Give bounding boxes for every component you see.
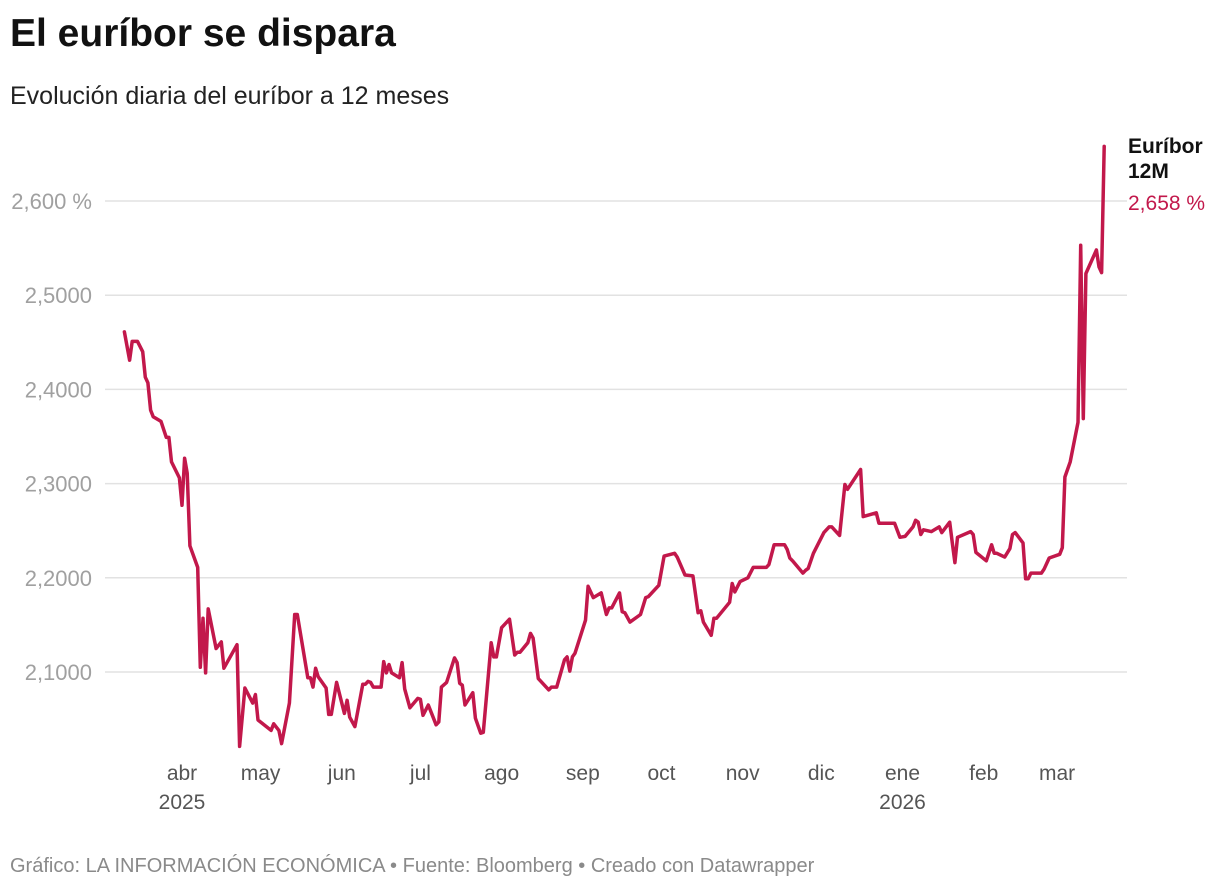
y-tick-label: 2,4000 bbox=[25, 377, 92, 402]
x-tick-label: nov bbox=[726, 762, 760, 785]
y-tick-label: 2,1000 bbox=[25, 660, 92, 685]
x-tick-label: abr bbox=[167, 762, 197, 785]
series-label-line2: 12M bbox=[1128, 160, 1169, 183]
y-axis-labels: 2,600 % 2,5000 2,4000 2,3000 2,2000 2,1000 bbox=[11, 189, 92, 685]
series-line-euribor-12m bbox=[122, 144, 1106, 749]
chart-subtitle: Evolución diaria del euríbor a 12 meses bbox=[10, 82, 450, 110]
y-tick-label: 2,2000 bbox=[25, 566, 92, 591]
series-label-line1: Euríbor bbox=[1128, 135, 1203, 158]
footer-credits: Gráfico: LA INFORMACIÓN ECONÓMICA • Fuen… bbox=[10, 855, 815, 877]
end-value-label: 2,658 % bbox=[1128, 192, 1205, 215]
x-tick-label: sep bbox=[566, 762, 600, 785]
x-tick-label: jul bbox=[409, 762, 431, 785]
y-tick-label: 2,3000 bbox=[25, 472, 92, 497]
y-tick-label: 2,600 % bbox=[11, 189, 92, 214]
x-tick-label: ene bbox=[885, 762, 920, 785]
chart-title: El euríbor se dispara bbox=[10, 12, 396, 55]
x-tick-label: feb bbox=[969, 762, 998, 785]
series-label: Euríbor 12M bbox=[1128, 135, 1209, 183]
x-tick-year: 2026 bbox=[879, 791, 926, 814]
x-tick-label: mar bbox=[1039, 762, 1075, 785]
x-tick-year: 2025 bbox=[159, 791, 206, 814]
y-tick-label: 2,5000 bbox=[25, 283, 92, 308]
x-tick-label: jun bbox=[327, 762, 356, 785]
x-tick-label: oct bbox=[647, 762, 675, 785]
x-tick-label: ago bbox=[484, 762, 519, 785]
x-tick-label: dic bbox=[808, 762, 835, 785]
gridlines bbox=[105, 200, 1127, 673]
x-axis-labels: abr 2025 may jun jul ago sep oct nov dic ene 2026 fe… bbox=[159, 762, 1076, 814]
x-tick-label: may bbox=[241, 762, 281, 785]
